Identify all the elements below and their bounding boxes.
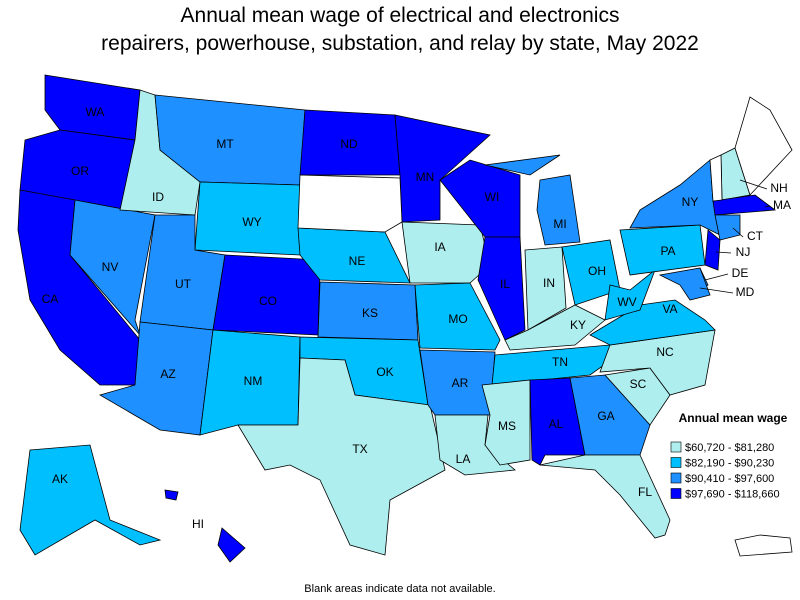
legend-title: Annual mean wage xyxy=(679,411,788,425)
leader-line xyxy=(704,273,729,281)
state-label: SC xyxy=(630,377,647,391)
state xyxy=(19,444,162,556)
state-label: AR xyxy=(452,376,469,390)
state-label: WY xyxy=(242,215,261,229)
state-label: WV xyxy=(617,295,636,309)
state xyxy=(704,229,721,271)
state-label: MN xyxy=(416,170,435,184)
state xyxy=(712,194,777,216)
state-label: OK xyxy=(376,365,393,379)
state-label: KY xyxy=(570,318,586,332)
blank-area xyxy=(734,534,793,557)
state xyxy=(536,174,581,246)
state xyxy=(69,199,156,336)
state-label: FL xyxy=(638,485,652,499)
state-label: AZ xyxy=(160,367,175,381)
legend-label: $90,410 - $97,600 xyxy=(685,473,774,485)
state-label: WI xyxy=(485,190,500,204)
state xyxy=(629,159,721,236)
state-label: NJ xyxy=(736,245,751,259)
legend-swatch xyxy=(670,472,682,484)
state-label: TN xyxy=(552,355,568,369)
legend-label: $82,190 - $90,230 xyxy=(685,458,774,470)
state-label: CO xyxy=(259,294,277,308)
state xyxy=(414,282,501,351)
legend-swatch xyxy=(670,488,682,499)
state-label: OH xyxy=(588,264,606,278)
state xyxy=(439,159,521,238)
state xyxy=(394,114,491,223)
state xyxy=(714,214,741,241)
state-label: IL xyxy=(500,277,510,291)
state-label: MO xyxy=(448,312,467,326)
state xyxy=(401,221,491,284)
legend-swatch xyxy=(670,457,682,468)
state xyxy=(524,246,567,331)
state xyxy=(658,267,711,301)
legend-label: $97,690 - $118,660 xyxy=(685,489,780,501)
state xyxy=(484,154,561,176)
state-label: AK xyxy=(52,472,68,486)
state-label: DE xyxy=(732,266,749,280)
state-label: TX xyxy=(352,442,367,456)
state-label: CA xyxy=(42,292,59,306)
state-label: MI xyxy=(553,217,566,231)
blank-area xyxy=(709,154,723,202)
state xyxy=(217,527,246,563)
state-label: NV xyxy=(102,260,119,274)
leader-line xyxy=(764,205,771,208)
state-label: OR xyxy=(71,164,89,178)
state-label: ND xyxy=(340,137,358,151)
state-label: ID xyxy=(152,190,164,204)
state-label: KS xyxy=(362,306,378,320)
state-label: WA xyxy=(86,105,105,119)
blank-area xyxy=(297,174,403,233)
title-line: repairers, powerhouse, substation, and r… xyxy=(101,32,699,55)
leader-line xyxy=(732,227,744,238)
state-label: MA xyxy=(773,198,791,212)
state-label: PA xyxy=(660,244,675,258)
state-label: HI xyxy=(192,517,204,531)
state-label: NE xyxy=(349,254,366,268)
state-label: VA xyxy=(662,302,677,316)
state-label: IA xyxy=(434,240,445,254)
state-label: MD xyxy=(736,285,755,299)
state xyxy=(604,268,656,321)
legend-label: $60,720 - $81,280 xyxy=(685,442,774,454)
state-label: UT xyxy=(175,277,192,291)
title-line: Annual mean wage of electrical and elect… xyxy=(181,4,620,27)
state-label: AL xyxy=(549,417,564,431)
state xyxy=(569,374,651,456)
state xyxy=(237,357,446,556)
state-label: NC xyxy=(656,345,674,359)
state-label: IN xyxy=(543,276,555,290)
state xyxy=(164,489,179,501)
leader-line xyxy=(715,251,732,254)
state-label: MT xyxy=(216,137,234,151)
state xyxy=(477,236,526,341)
footnote: Blank areas indicate data not available. xyxy=(304,583,495,595)
state xyxy=(539,454,671,539)
state-label: LA xyxy=(456,452,471,466)
state-label: MS xyxy=(498,419,516,433)
blank-area xyxy=(734,96,793,196)
state-label: NY xyxy=(682,195,699,209)
state xyxy=(434,414,516,476)
state-label: NH xyxy=(770,181,787,195)
state-label: NM xyxy=(244,374,263,388)
state-label: GA xyxy=(597,409,614,423)
leader-line xyxy=(699,287,734,294)
legend-swatch xyxy=(670,441,682,453)
state-label: CT xyxy=(747,229,764,243)
leader-line xyxy=(739,179,768,190)
